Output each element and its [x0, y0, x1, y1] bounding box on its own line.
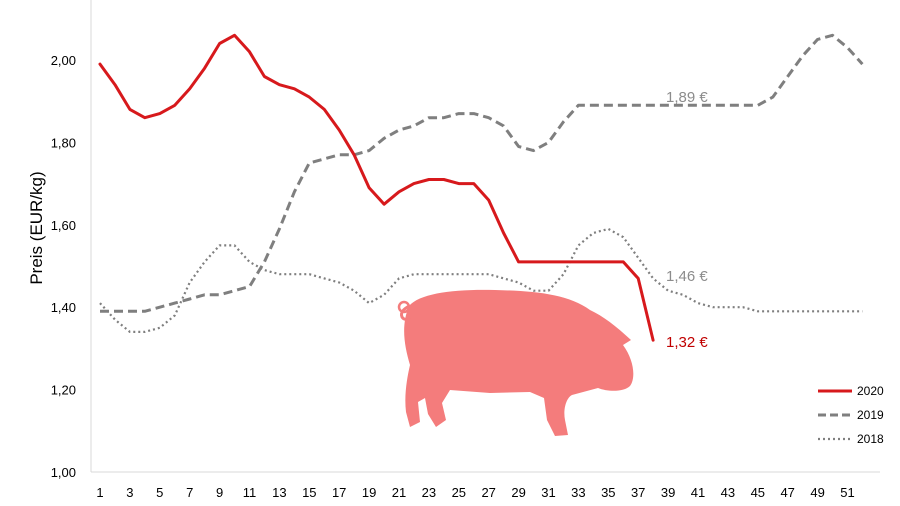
legend-label-2019: 2019 [857, 408, 884, 422]
series-lines [98, 33, 864, 342]
y-tick-label: 2,00 [51, 53, 76, 68]
x-tick-label: 29 [511, 485, 525, 500]
x-tick-label: 25 [452, 485, 466, 500]
x-tick-label: 33 [571, 485, 585, 500]
end-label-2020: 1,32 € [666, 334, 708, 351]
x-tick-label: 23 [422, 485, 436, 500]
series-line-2019 [100, 33, 864, 313]
x-tick-label: 17 [332, 485, 346, 500]
x-tick-label: 27 [481, 485, 495, 500]
x-tick-label: 9 [216, 485, 223, 500]
x-tick-label: 7 [186, 485, 193, 500]
x-tick-label: 51 [840, 485, 854, 500]
x-tick-label: 19 [362, 485, 376, 500]
x-tick-label: 5 [156, 485, 163, 500]
x-tick-label: 41 [691, 485, 705, 500]
x-tick-label: 39 [661, 485, 675, 500]
x-tick-label: 13 [272, 485, 286, 500]
series-end-labels: 1,32 € 1,89 € 1,46 € [666, 89, 708, 351]
y-axis-label: Preis (EUR/kg) [27, 171, 46, 284]
legend: 2020 2019 2018 [818, 384, 884, 446]
x-tick-label: 49 [810, 485, 824, 500]
end-label-2018: 1,46 € [666, 268, 708, 285]
y-tick-labels: 1,00 1,20 1,40 1,60 1,80 2,00 [51, 53, 76, 480]
legend-label-2018: 2018 [857, 432, 884, 446]
x-tick-label: 3 [126, 485, 133, 500]
legend-label-2020: 2020 [857, 384, 884, 398]
y-tick-label: 1,60 [51, 218, 76, 233]
y-tick-label: 1,00 [51, 465, 76, 480]
x-tick-label: 37 [631, 485, 645, 500]
axes [90, 0, 880, 473]
x-tick-label: 15 [302, 485, 316, 500]
end-label-2019: 1,89 € [666, 89, 708, 106]
pig-icon [397, 289, 634, 436]
x-tick-label: 1 [96, 485, 103, 500]
y-tick-label: 1,80 [51, 135, 76, 150]
x-tick-label: 47 [780, 485, 794, 500]
x-tick-label: 45 [751, 485, 765, 500]
x-tick-labels: 1 3 5 7 9 11 13 15 17 19 21 23 25 27 29 31 33 35 37 39 41 43 4… [96, 485, 854, 500]
x-tick-label: 43 [721, 485, 735, 500]
x-tick-label: 31 [541, 485, 555, 500]
y-tick-label: 1,20 [51, 383, 76, 398]
x-tick-label: 21 [392, 485, 406, 500]
y-tick-label: 1,40 [51, 300, 76, 315]
x-tick-label: 11 [243, 485, 257, 500]
x-tick-label: 35 [601, 485, 615, 500]
series-line-2020 [98, 33, 655, 342]
